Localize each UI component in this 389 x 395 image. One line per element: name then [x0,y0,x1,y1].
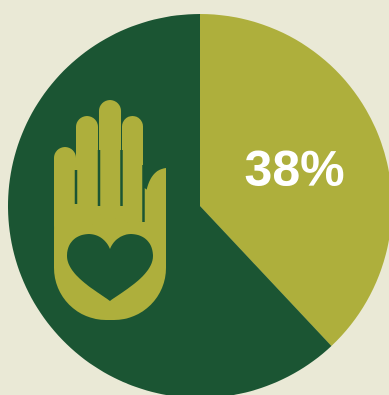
hand-finger-ring [76,116,98,226]
hand-with-heart-icon [54,100,166,320]
hand-finger-index [122,116,143,224]
hand-finger-pinky [54,147,76,237]
pie-slice-highlight [200,14,389,346]
hand-thumb [140,168,166,238]
slice-percentage-label: 38% [245,141,345,197]
slice-labels: 38% [245,141,345,197]
hand-finger-middle [99,100,121,220]
heart-icon [67,234,153,301]
